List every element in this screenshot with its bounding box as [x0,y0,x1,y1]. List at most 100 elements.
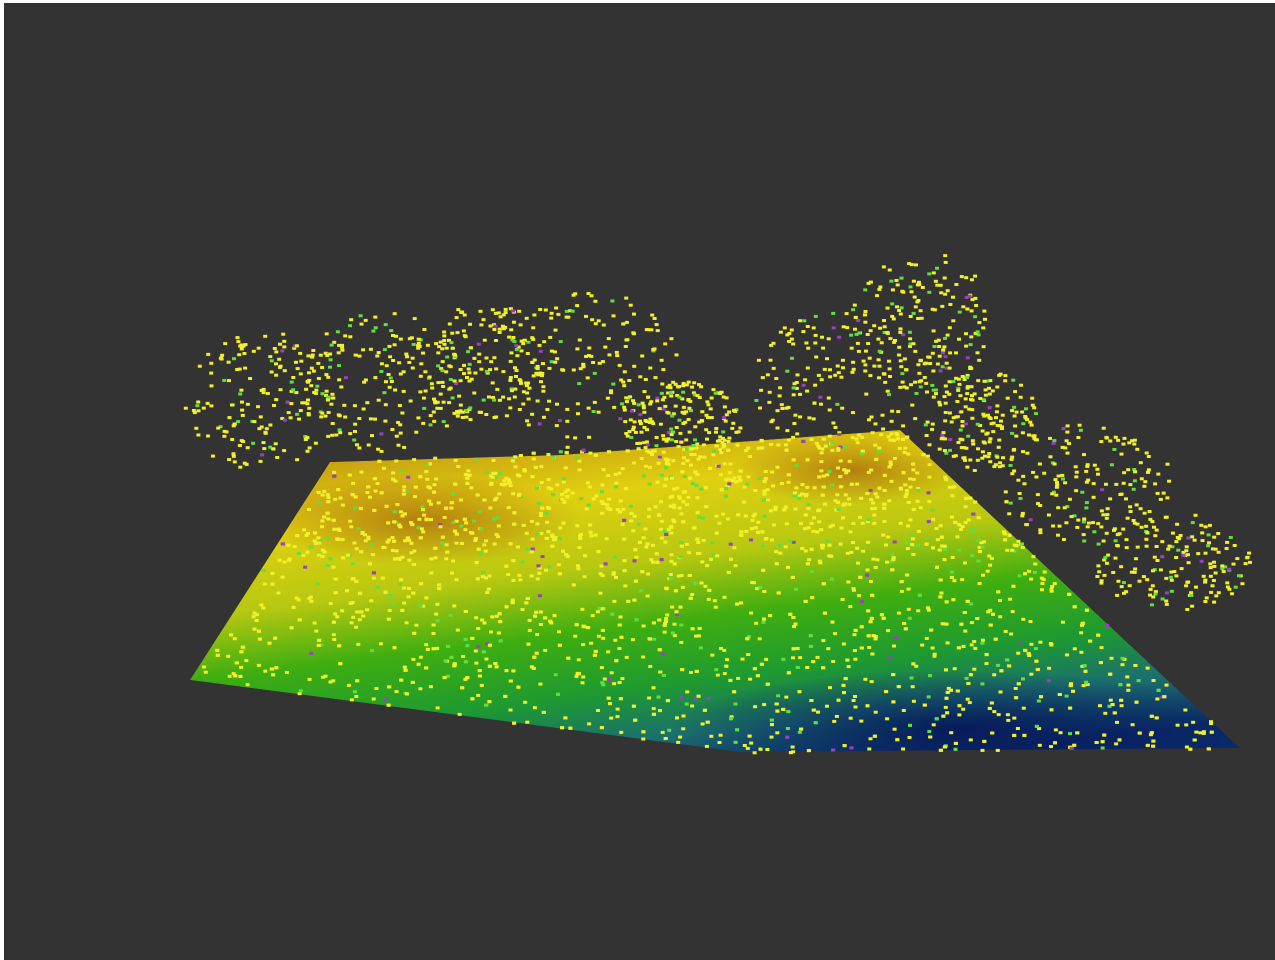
point [768,358,773,362]
point [1207,541,1211,545]
point [680,470,685,474]
point [517,378,522,382]
point [1144,524,1149,528]
point [460,310,465,314]
point [673,589,678,593]
point [891,558,896,562]
point [672,622,677,626]
point [443,659,448,663]
point [892,540,897,544]
point [866,470,871,474]
point [1038,640,1043,644]
point [1155,491,1160,495]
point [457,712,462,716]
point [695,473,700,476]
point [277,558,282,562]
point [626,599,631,603]
point [460,410,465,414]
point [284,671,289,674]
point [925,390,929,394]
point [526,397,531,401]
point [944,366,949,370]
point [538,349,543,353]
point [353,430,357,433]
point [842,468,847,472]
point [1091,482,1096,486]
point [421,421,426,425]
point [1125,516,1130,520]
point [663,540,668,544]
point [951,380,956,384]
point [851,367,856,371]
point [518,323,523,327]
point [215,648,220,652]
point [579,497,584,500]
point [962,378,967,381]
point [1102,558,1107,562]
point [940,365,945,369]
point [986,455,991,459]
point [1135,522,1140,526]
point [508,376,513,379]
point [257,637,262,641]
point [916,299,921,302]
point [1005,713,1010,717]
point [425,647,430,651]
point [671,412,676,416]
point [1041,577,1046,581]
point [577,672,581,676]
point [965,373,970,377]
point [838,459,843,463]
point [949,420,954,424]
point [1084,680,1089,684]
point [618,697,623,701]
point [791,386,796,390]
point [481,398,486,402]
point [497,398,502,402]
point [690,481,695,485]
point [1216,591,1221,595]
point [695,511,700,515]
point [651,543,655,547]
point [800,492,805,496]
point [695,394,700,398]
point [554,424,559,428]
point [775,731,780,735]
point [911,477,916,481]
point [942,544,947,548]
point [535,364,540,368]
point [821,666,826,670]
point [638,413,643,417]
point [421,530,426,534]
point [1153,592,1158,596]
point [549,349,554,353]
point [571,583,576,587]
point [1063,446,1068,450]
point [466,350,470,354]
point [390,602,395,606]
point [326,375,331,379]
point [823,502,827,506]
point [668,391,673,395]
point [752,751,757,755]
point [577,546,582,549]
point [615,715,620,719]
point [1079,650,1084,654]
point [940,304,945,308]
point [336,527,341,531]
point [1001,456,1005,460]
point [1184,584,1189,588]
point [947,366,952,370]
point [655,560,660,564]
point [721,445,726,449]
point [1085,463,1090,467]
point [306,354,311,358]
point [951,295,955,299]
point [459,524,464,528]
point [556,692,560,696]
point [508,484,513,488]
point [1243,562,1248,566]
point [1164,599,1169,603]
point [956,377,961,381]
point [900,380,905,384]
